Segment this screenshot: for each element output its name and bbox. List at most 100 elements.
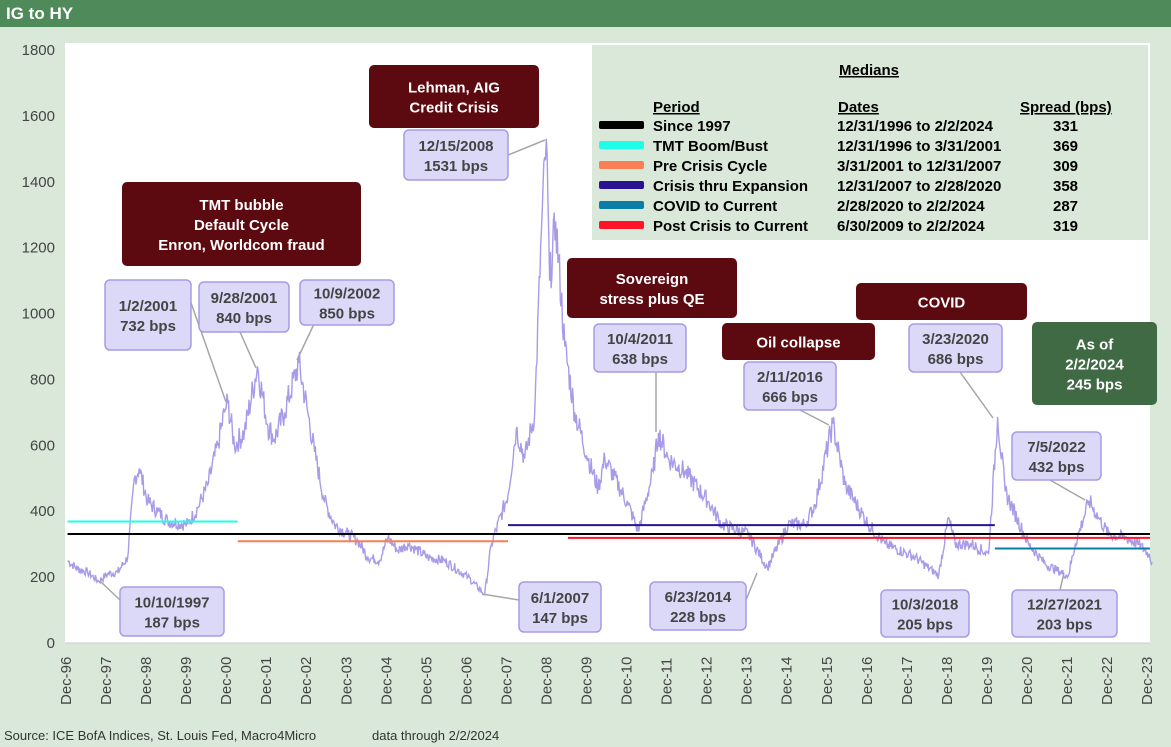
x-tick-label: Dec-19 bbox=[979, 657, 996, 705]
annotation-text: 2/2/2024 bbox=[1065, 357, 1124, 374]
x-tick-label: Dec-10 bbox=[619, 657, 636, 705]
x-tick-label: Dec-06 bbox=[458, 657, 475, 705]
legend-spread: 369 bbox=[1053, 138, 1078, 155]
annotation-box bbox=[856, 283, 1027, 320]
annotation-box bbox=[1011, 589, 1118, 638]
annotation-text: COVID bbox=[918, 295, 966, 312]
x-tick-label: Dec-09 bbox=[579, 657, 596, 705]
x-tick-label: Dec-21 bbox=[1059, 657, 1076, 705]
annotation-box bbox=[1011, 431, 1102, 481]
x-tick-label: Dec-11 bbox=[659, 658, 676, 705]
annotation-text: 10/3/2018 bbox=[892, 597, 959, 614]
annotation-text: 850 bps bbox=[319, 306, 375, 323]
legend-swatch bbox=[599, 201, 644, 209]
x-tick-label: Dec-07 bbox=[498, 657, 515, 705]
annotation-event: COVID bbox=[856, 283, 1027, 320]
x-tick-label: Dec-23 bbox=[1139, 657, 1156, 705]
annotation-event: Sovereign stress plus QE bbox=[567, 258, 737, 318]
legend-dates: 3/31/2001 to 12/31/2007 bbox=[837, 158, 1001, 175]
annotation-text: Enron, Worldcom fraud bbox=[158, 237, 324, 254]
chart-title: IG to HY bbox=[6, 4, 74, 23]
legend-period: Post Crisis to Current bbox=[653, 218, 808, 235]
annotation-box bbox=[593, 323, 687, 373]
legend-dates: 12/31/1996 to 3/31/2001 bbox=[837, 138, 1001, 155]
x-tick-label: Dec-05 bbox=[418, 657, 435, 705]
legend-spread: 331 bbox=[1053, 118, 1078, 135]
x-tick-label: Dec-96 bbox=[58, 657, 75, 705]
leader-line bbox=[99, 580, 121, 601]
annotation-point: 12/15/2008 1531 bps bbox=[403, 129, 546, 181]
legend-period: COVID to Current bbox=[653, 198, 777, 215]
annotation-text: 840 bps bbox=[216, 310, 272, 327]
legend-period: Crisis thru Expansion bbox=[653, 178, 808, 195]
annotation-text: 6/1/2007 bbox=[531, 590, 589, 607]
annotation-text: 1531 bps bbox=[424, 158, 488, 175]
annotation-current: As of 2/2/2024 245 bps bbox=[1032, 322, 1157, 405]
annotation-box bbox=[908, 323, 1003, 373]
annotation-text: 10/4/2011 bbox=[607, 331, 673, 348]
annotation-point: 1/2/2001 732 bps bbox=[104, 279, 227, 403]
annotation-text: 10/9/2002 bbox=[314, 286, 381, 303]
legend-spread: 309 bbox=[1053, 158, 1078, 175]
annotation-text: 6/23/2014 bbox=[665, 589, 732, 606]
annotation-text: TMT bubble bbox=[199, 197, 283, 214]
annotation-box bbox=[880, 589, 970, 638]
y-tick-label: 0 bbox=[47, 635, 55, 652]
annotation-box bbox=[119, 586, 225, 637]
y-tick-label: 1400 bbox=[22, 174, 55, 191]
annotation-box bbox=[104, 279, 192, 351]
x-tick-label: Dec-98 bbox=[138, 657, 155, 705]
x-tick-label: Dec-14 bbox=[779, 657, 796, 705]
annotation-text: 2/11/2016 bbox=[757, 369, 823, 386]
y-tick-label: 1600 bbox=[22, 108, 55, 125]
y-tick-label: 800 bbox=[30, 371, 55, 388]
annotation-point: 3/23/2020 686 bps bbox=[908, 323, 1003, 419]
annotation-box bbox=[122, 182, 361, 266]
annotation-text: 1/2/2001 bbox=[119, 298, 177, 315]
x-tick-label: Dec-12 bbox=[699, 657, 716, 705]
legend-header: Dates bbox=[838, 99, 879, 116]
annotation-text: 205 bps bbox=[897, 617, 953, 634]
x-tick-label: Dec-99 bbox=[178, 657, 195, 705]
legend-swatch bbox=[599, 141, 644, 149]
annotation-text: 147 bps bbox=[532, 610, 588, 627]
legend-header: Spread (bps) bbox=[1020, 99, 1112, 116]
annotation-box bbox=[1032, 322, 1157, 405]
annotation-text: 638 bps bbox=[612, 351, 668, 368]
data-through-note: data through 2/2/2024 bbox=[372, 728, 500, 743]
legend-period: Since 1997 bbox=[653, 118, 731, 135]
annotation-text: 203 bps bbox=[1037, 617, 1093, 634]
annotation-event: Lehman, AIG Credit Crisis bbox=[369, 65, 539, 128]
annotation-text: Credit Crisis bbox=[409, 100, 498, 117]
leader-line bbox=[507, 139, 546, 156]
leader-line bbox=[239, 331, 257, 369]
leader-line bbox=[1049, 479, 1086, 501]
annotation-text: As of bbox=[1076, 337, 1115, 354]
annotation-point: 2/11/2016 666 bps bbox=[743, 361, 837, 426]
annotation-text: Oil collapse bbox=[756, 335, 840, 352]
legend-spread: 319 bbox=[1053, 218, 1078, 235]
legend-swatch bbox=[599, 221, 644, 229]
annotation-text: 7/5/2022 bbox=[1027, 439, 1085, 456]
legend-dates: 12/31/1996 to 2/2/2024 bbox=[837, 118, 994, 135]
legend-dates: 12/31/2007 to 2/28/2020 bbox=[837, 178, 1001, 195]
x-tick-label: Dec-17 bbox=[899, 657, 916, 705]
y-tick-label: 1800 bbox=[22, 42, 55, 59]
annotation-box bbox=[299, 279, 395, 326]
annotation-text: Lehman, AIG bbox=[408, 80, 500, 97]
x-tick-label: Dec-22 bbox=[1099, 657, 1116, 705]
x-tick-label: Dec-01 bbox=[258, 657, 275, 705]
annotation-box bbox=[369, 65, 539, 128]
spread-series-line bbox=[67, 138, 1153, 596]
annotation-text: stress plus QE bbox=[599, 291, 704, 308]
annotation-point: 10/4/2011 638 bps bbox=[593, 323, 687, 432]
annotation-text: 187 bps bbox=[144, 615, 200, 632]
legend-swatch bbox=[599, 161, 644, 169]
leader-line bbox=[189, 299, 227, 403]
leader-line bbox=[1059, 572, 1065, 591]
annotation-box bbox=[649, 581, 747, 631]
annotation-point: 6/23/2014 228 bps bbox=[649, 572, 758, 631]
annotation-text: 3/23/2020 bbox=[922, 331, 989, 348]
annotation-text: 9/28/2001 bbox=[211, 290, 278, 307]
